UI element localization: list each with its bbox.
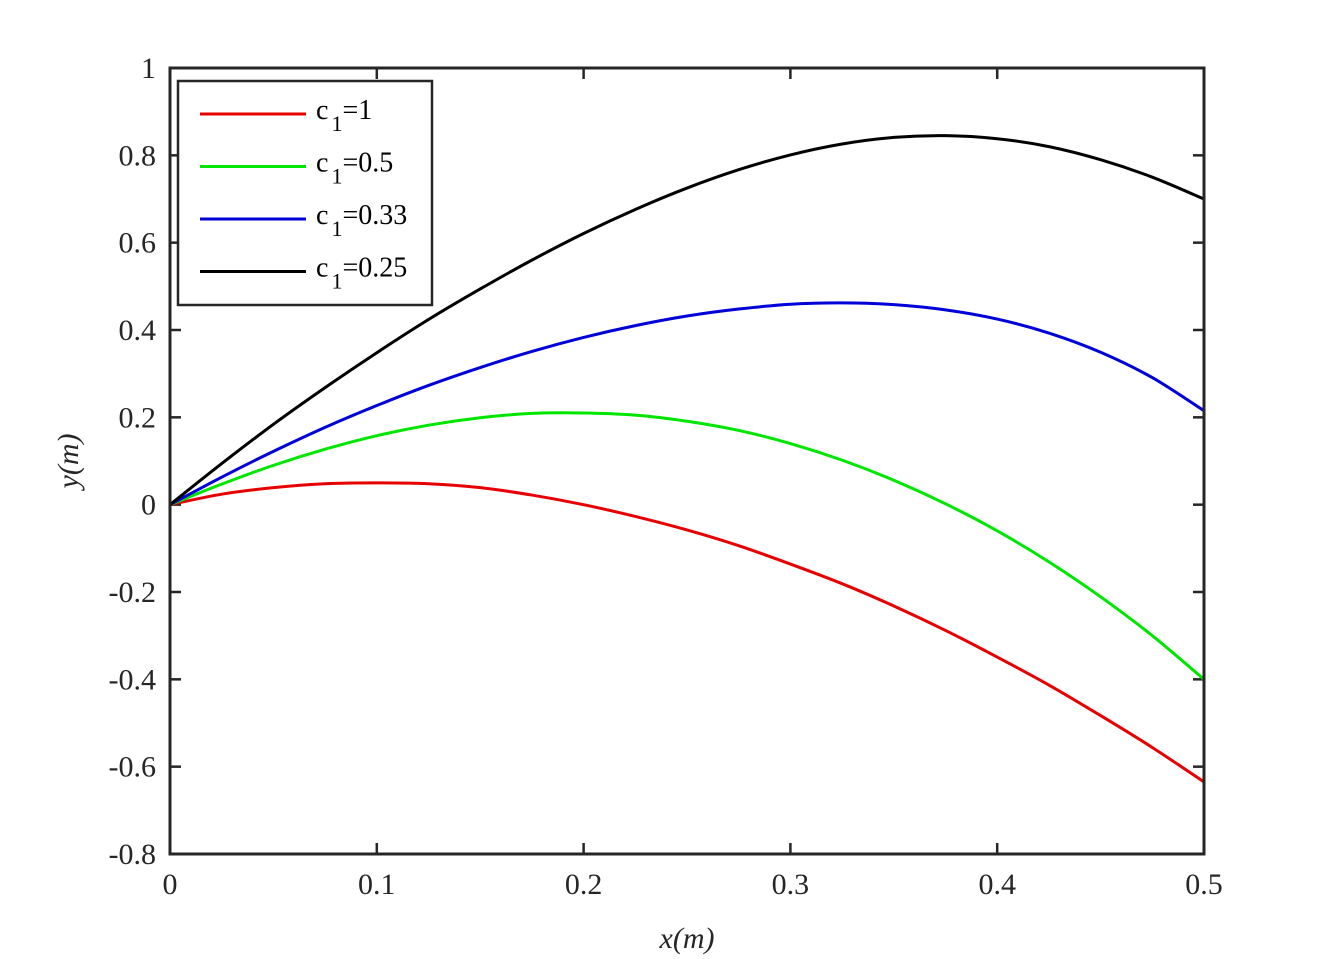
y-tick-label: -0.6 bbox=[109, 751, 157, 784]
legend-entry-main: c bbox=[316, 148, 328, 179]
legend-entry-value: =0.25 bbox=[342, 253, 407, 284]
y-tick-label: 0.8 bbox=[119, 139, 157, 172]
x-tick-label: 0.1 bbox=[358, 868, 396, 901]
legend-entry-subscript: 1 bbox=[331, 216, 342, 241]
tick-labels: 0 0.1 0.2 0.3 0.4 0.5 1 0.8 0.6 0.4 0.2 0 -0.2 -0.4 -0… bbox=[109, 52, 1223, 901]
x-axis-label: x(m) bbox=[659, 922, 715, 955]
y-tick-label: -0.2 bbox=[109, 576, 157, 609]
x-tick-label: 0 bbox=[163, 868, 178, 901]
y-tick-label: 0.4 bbox=[119, 314, 157, 347]
x-tick-label: 0.4 bbox=[978, 868, 1016, 901]
series-lines bbox=[169, 134, 1205, 784]
legend-entry-label: c 1=1 bbox=[316, 95, 372, 136]
legend-entry-label: c 1=0.25 bbox=[316, 253, 407, 294]
legend-entry-main: c bbox=[316, 253, 328, 284]
y-tick-label: 0.6 bbox=[119, 227, 157, 260]
x-tick-label: 0.5 bbox=[1185, 868, 1223, 901]
legend-entry-label: c 1=0.33 bbox=[316, 200, 407, 241]
x-tick-label: 0.3 bbox=[772, 868, 810, 901]
y-tick-label: 1 bbox=[141, 52, 156, 85]
legend-entry-main: c bbox=[316, 95, 328, 126]
legend-entry-label: c 1=0.5 bbox=[316, 148, 393, 189]
legend: c 1=1c 1=0.5c 1=0.33c 1=0.25 bbox=[176, 79, 434, 307]
legend-entry-value: =0.33 bbox=[342, 200, 407, 231]
legend-entry-subscript: 1 bbox=[331, 111, 342, 136]
legend-box bbox=[176, 79, 434, 307]
y-axis-label: y(m) bbox=[52, 434, 85, 492]
series-line-2 bbox=[169, 411, 1205, 681]
legend-entry-subscript: 1 bbox=[331, 164, 342, 189]
y-tick-label: -0.8 bbox=[109, 838, 157, 871]
plot-area-frame bbox=[168, 66, 1206, 856]
y-tick-label: 0.2 bbox=[119, 401, 157, 434]
legend-entry-main: c bbox=[316, 200, 328, 231]
series-line-3 bbox=[169, 301, 1205, 506]
y-tick-label: 0 bbox=[141, 489, 156, 522]
legend-entry-value: =1 bbox=[342, 95, 372, 126]
y-tick-label: -0.4 bbox=[109, 663, 157, 696]
series-line-4 bbox=[169, 134, 1205, 506]
legend-entry-value: =0.5 bbox=[342, 148, 393, 179]
x-tick-label: 0.2 bbox=[565, 868, 603, 901]
legend-entry-subscript: 1 bbox=[331, 269, 342, 294]
series-line-1 bbox=[169, 481, 1205, 784]
